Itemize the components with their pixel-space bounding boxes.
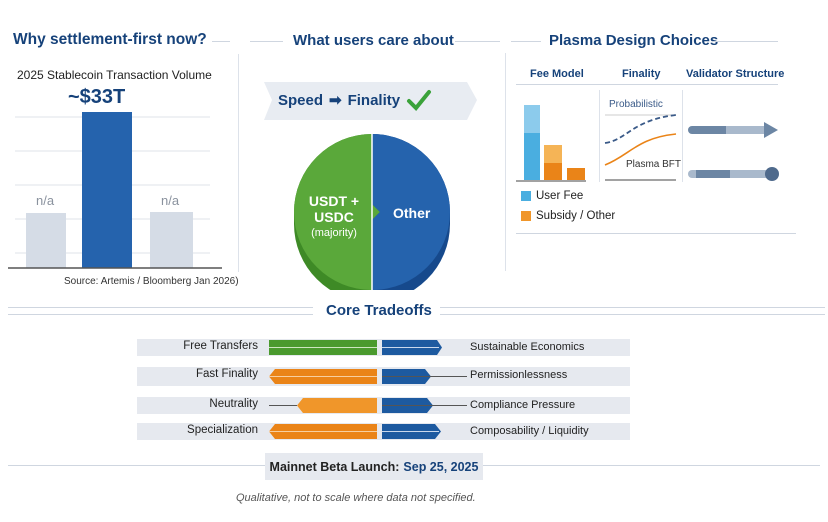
pie-label-other: Other xyxy=(393,205,431,221)
bar-subsidy xyxy=(544,163,562,180)
tradeoff-row: Fast Finality Permissionlessness xyxy=(137,367,630,386)
bar-user-fee-light xyxy=(524,105,540,133)
tradeoff-left-label: Free Transfers xyxy=(183,340,258,352)
fee-model-chart xyxy=(516,105,586,182)
tradeoff-row: Specialization Composability / Liquidity xyxy=(137,423,630,440)
section-title-users: What users care about xyxy=(293,32,454,49)
stablecoin-pie xyxy=(294,134,450,290)
pie-label-line1: USDT + xyxy=(308,193,360,209)
footnote: Qualitative, not to scale where data not… xyxy=(236,492,476,504)
bar-na-left xyxy=(26,213,66,268)
bar-na-right xyxy=(150,212,193,268)
arrow-right-icon: ➡ xyxy=(329,92,342,109)
legend-swatch-user-fee xyxy=(521,191,531,201)
pie-label-note: (majority) xyxy=(311,227,357,239)
legend-user-fee: User Fee xyxy=(536,190,584,202)
value-label: ~$33T xyxy=(68,86,126,108)
na-label-left: n/a xyxy=(36,193,55,208)
tradeoff-right-label: Sustainable Economics xyxy=(470,341,585,353)
pie-slice-other xyxy=(372,134,450,290)
validator-endpoint xyxy=(765,167,779,181)
launch-date: Sep 25, 2025 xyxy=(403,459,479,474)
launch-label: Mainnet Beta Launch: xyxy=(269,459,400,474)
section-title-tradeoffs: Core Tradeoffs xyxy=(326,302,432,319)
volume-bar-chart xyxy=(8,112,222,269)
na-label-right: n/a xyxy=(161,193,180,208)
column-fee-model: Fee Model xyxy=(530,68,584,80)
tradeoff-left-label: Fast Finality xyxy=(196,368,258,380)
validator-structure-chart xyxy=(688,122,779,181)
checkmark-icon xyxy=(407,90,432,111)
column-finality: Finality xyxy=(622,68,661,80)
finality-probabilistic-label: Probabilistic xyxy=(609,99,663,110)
probabilistic-curve xyxy=(604,114,677,144)
bar-subsidy-light xyxy=(544,145,562,163)
bar-2025 xyxy=(82,112,132,268)
tradeoff-right-label: Composability / Liquidity xyxy=(470,425,589,437)
finality-bft-label: Plasma BFT xyxy=(626,159,682,170)
banner-from: Speed xyxy=(278,91,324,109)
source-note: Source: Artemis / Bloomberg Jan 2026) xyxy=(64,276,239,287)
pie-slice-usdt-usdc xyxy=(294,134,380,290)
pie-label-line2: USDC xyxy=(314,209,354,225)
plasma-bft-curve xyxy=(604,133,677,166)
tradeoff-right-label: Permissionlessness xyxy=(470,369,568,381)
section-title-design: Plasma Design Choices xyxy=(549,32,719,49)
chart-title: 2025 Stablecoin Transaction Volume xyxy=(17,68,212,82)
tradeoff-left-label: Neutrality xyxy=(209,398,258,410)
tradeoff-left-label: Specialization xyxy=(187,424,258,436)
section-title-why: Why settlement-first now? xyxy=(13,31,207,48)
tradeoff-right-label: Compliance Pressure xyxy=(470,399,576,411)
tradeoff-row: Neutrality Compliance Pressure xyxy=(137,397,630,414)
speed-finality-banner xyxy=(264,82,477,120)
finality-chart xyxy=(604,114,677,181)
legend-subsidy: Subsidy / Other xyxy=(536,210,616,222)
launch-banner: Mainnet Beta Launch: Sep 25, 2025 xyxy=(265,453,483,480)
bar-user-fee xyxy=(524,133,540,180)
column-validator: Validator Structure xyxy=(686,68,785,80)
tradeoff-row: Free Transfers Sustainable Economics xyxy=(137,339,630,356)
legend-swatch-subsidy xyxy=(521,211,531,221)
banner-to: Finality xyxy=(347,91,401,109)
bar-other xyxy=(567,168,585,180)
